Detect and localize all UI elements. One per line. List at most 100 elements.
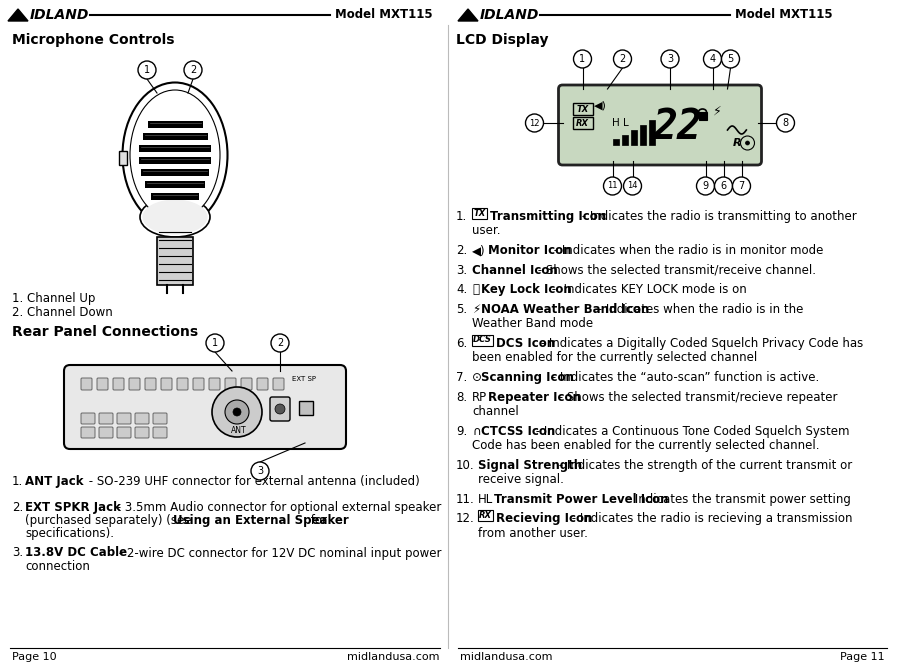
Text: 2.: 2.: [456, 244, 467, 257]
FancyBboxPatch shape: [478, 511, 493, 521]
Circle shape: [573, 50, 591, 68]
Text: ANT Jack: ANT Jack: [25, 475, 83, 488]
Text: channel: channel: [472, 405, 518, 418]
Text: - Indicates a Digitally Coded Squelch Privacy Code has: - Indicates a Digitally Coded Squelch Pr…: [536, 337, 863, 350]
Text: RX: RX: [576, 119, 589, 127]
Text: receive signal.: receive signal.: [478, 473, 564, 486]
Text: 2: 2: [190, 65, 196, 75]
Text: Transmit Power Level Icon: Transmit Power Level Icon: [494, 492, 668, 506]
Polygon shape: [458, 9, 478, 21]
Bar: [145, 181, 205, 188]
FancyBboxPatch shape: [64, 365, 346, 449]
Circle shape: [604, 177, 622, 195]
Circle shape: [271, 334, 289, 352]
FancyBboxPatch shape: [225, 378, 236, 390]
Text: Weather Band mode: Weather Band mode: [472, 318, 593, 330]
Text: Rear Panel Connections: Rear Panel Connections: [12, 325, 198, 339]
Text: 2. Channel Down: 2. Channel Down: [12, 306, 113, 319]
FancyBboxPatch shape: [129, 378, 140, 390]
Text: for: for: [307, 514, 327, 527]
Text: - Indicates the radio is transmitting to another: - Indicates the radio is transmitting to…: [578, 210, 857, 223]
Text: ⊙: ⊙: [472, 371, 482, 384]
FancyBboxPatch shape: [153, 413, 167, 424]
Text: 22: 22: [653, 106, 703, 148]
Text: 10.: 10.: [456, 459, 475, 472]
Text: ⚡: ⚡: [472, 303, 480, 316]
Ellipse shape: [140, 197, 210, 237]
Text: - Shows the selected transmit/recieve repeater: - Shows the selected transmit/recieve re…: [555, 391, 838, 403]
Text: Repeater Icon: Repeater Icon: [488, 391, 581, 403]
Circle shape: [733, 177, 751, 195]
Text: 13.8V DC Cable: 13.8V DC Cable: [25, 547, 127, 559]
FancyBboxPatch shape: [161, 378, 172, 390]
Circle shape: [184, 61, 202, 79]
Text: 6: 6: [720, 181, 727, 191]
FancyBboxPatch shape: [241, 378, 252, 390]
Text: ◀): ◀): [472, 244, 485, 257]
FancyBboxPatch shape: [153, 427, 167, 438]
FancyBboxPatch shape: [273, 378, 284, 390]
Text: 9: 9: [702, 181, 709, 191]
Bar: [139, 157, 211, 164]
Text: - Indicates when the radio is in the: - Indicates when the radio is in the: [595, 303, 804, 316]
Text: - Indicates a Continuous Tone Coded Squelch System: - Indicates a Continuous Tone Coded Sque…: [533, 425, 850, 438]
Polygon shape: [8, 9, 28, 21]
Bar: [119, 151, 127, 165]
Text: 8.: 8.: [456, 391, 467, 403]
FancyBboxPatch shape: [177, 378, 188, 390]
Text: Microphone Controls: Microphone Controls: [12, 33, 175, 47]
Text: Code has been enabled for the currently selected channel.: Code has been enabled for the currently …: [472, 439, 820, 452]
Circle shape: [777, 114, 795, 132]
Text: ◀): ◀): [594, 100, 607, 110]
Bar: [141, 169, 209, 176]
Bar: [147, 121, 203, 128]
Text: been enabled for the currently selected channel: been enabled for the currently selected …: [472, 351, 757, 364]
Text: 2: 2: [277, 338, 283, 348]
FancyBboxPatch shape: [81, 427, 95, 438]
Text: 11.: 11.: [456, 492, 475, 506]
Circle shape: [275, 404, 285, 414]
Text: IDLAND: IDLAND: [30, 8, 90, 22]
Text: 12.: 12.: [456, 513, 475, 525]
FancyBboxPatch shape: [135, 413, 149, 424]
Text: 12: 12: [529, 119, 540, 127]
Text: 9.: 9.: [456, 425, 467, 438]
Text: Model MXT115: Model MXT115: [335, 9, 432, 21]
Text: NOAA Weather Band Icon: NOAA Weather Band Icon: [481, 303, 649, 316]
Bar: [139, 145, 211, 152]
Text: Signal Strength: Signal Strength: [478, 459, 582, 472]
Text: 🔒: 🔒: [472, 283, 479, 296]
Text: EXT SPKR Jack: EXT SPKR Jack: [25, 501, 121, 514]
FancyBboxPatch shape: [209, 378, 220, 390]
Text: 3: 3: [667, 54, 673, 64]
Text: - 2-wire DC connector for 12V DC nominal input power: - 2-wire DC connector for 12V DC nominal…: [115, 547, 441, 559]
Text: (purchased separately) (see: (purchased separately) (see: [25, 514, 196, 527]
Circle shape: [206, 334, 224, 352]
Text: ANT: ANT: [231, 426, 247, 435]
Bar: [157, 237, 193, 285]
FancyBboxPatch shape: [99, 427, 113, 438]
Ellipse shape: [143, 200, 207, 234]
Bar: [151, 193, 199, 200]
Text: EXT SP: EXT SP: [292, 376, 316, 382]
Text: 5.: 5.: [456, 303, 467, 316]
Circle shape: [623, 177, 641, 195]
Text: 7: 7: [738, 181, 745, 191]
Bar: [640, 125, 646, 145]
Text: Page 10: Page 10: [12, 652, 57, 662]
Bar: [649, 120, 655, 145]
FancyBboxPatch shape: [117, 427, 131, 438]
Text: Scanning Icon: Scanning Icon: [481, 371, 574, 384]
Text: 6.: 6.: [456, 337, 467, 350]
Text: 11: 11: [607, 182, 618, 190]
Circle shape: [721, 50, 739, 68]
Text: Transmitting Icon: Transmitting Icon: [490, 210, 606, 223]
Text: - Indicates the “auto-scan” function is active.: - Indicates the “auto-scan” function is …: [548, 371, 823, 384]
Text: connection: connection: [25, 559, 90, 572]
FancyBboxPatch shape: [472, 335, 492, 346]
Circle shape: [745, 141, 750, 145]
Text: - Indicates the radio is recieving a transmission: - Indicates the radio is recieving a tra…: [568, 513, 853, 525]
Text: CTCSS Icon: CTCSS Icon: [481, 425, 555, 438]
Circle shape: [138, 61, 156, 79]
Text: user.: user.: [472, 224, 501, 237]
